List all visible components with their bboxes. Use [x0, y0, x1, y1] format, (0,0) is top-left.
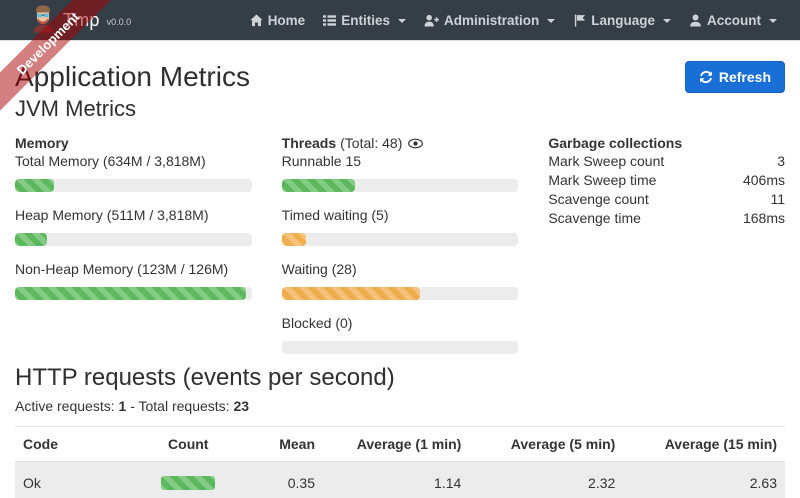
flag-icon	[573, 13, 586, 27]
total-memory-label: Total Memory (634M / 3,818M)	[15, 153, 206, 169]
jvm-metrics-grid: Memory Total Memory (634M / 3,818M) Heap…	[15, 134, 785, 354]
gc-row: Scavenge time 168ms	[548, 209, 785, 228]
count-bar	[161, 475, 216, 490]
eye-icon[interactable]	[408, 138, 424, 149]
nav-item-home[interactable]: Home	[241, 13, 315, 28]
nav-item-label: Language	[591, 12, 655, 28]
memory-section: Memory Total Memory (634M / 3,818M) Heap…	[15, 134, 252, 354]
threads-title: Threads	[281, 135, 337, 151]
gc-label: Scavenge count	[548, 191, 649, 207]
user-plus-icon	[424, 14, 439, 27]
progress-fill	[15, 287, 246, 300]
navbar: Tmp v0.0.0 Home Entities	[0, 0, 800, 41]
page-title: Application Metrics	[15, 61, 250, 92]
gc-label: Scavenge time	[548, 210, 641, 226]
progress-fill	[281, 233, 307, 246]
http-requests-title: HTTP requests (events per second)	[15, 364, 395, 391]
summary-separator: -	[130, 397, 135, 414]
nav-item-entities[interactable]: Entities	[314, 13, 415, 28]
list-icon	[323, 14, 337, 27]
nav-menu: Home Entities Administration	[241, 13, 786, 28]
refresh-label: Refresh	[718, 69, 771, 85]
cell-code: Ok	[23, 474, 41, 491]
total-memory-progressbar	[15, 179, 252, 192]
http-requests-table: Code Count Mean Average (1 min) Average …	[15, 425, 785, 498]
user-icon	[689, 14, 702, 27]
total-requests-label: Total requests:	[138, 397, 230, 414]
main-content: Application Metrics Refresh JVM Metrics …	[0, 61, 800, 498]
gc-label: Mark Sweep time	[548, 172, 657, 188]
timed-waiting-label: Timed waiting (5)	[281, 207, 389, 223]
chevron-down-icon	[397, 19, 406, 23]
blocked-progressbar	[281, 341, 519, 354]
gc-row: Mark Sweep time 406ms	[548, 171, 785, 190]
runnable-label: Runnable 15	[281, 153, 362, 169]
table-row: Ok 0.35 1.14 2.32 2.63	[15, 461, 785, 498]
chevron-down-icon	[547, 19, 556, 23]
threads-section: Threads (Total: 48) Runnable 15 Timed wa…	[281, 134, 519, 354]
col-header-mean: Mean	[246, 426, 323, 462]
col-header-avg5: Average (5 min)	[469, 426, 624, 462]
table-header-row: Code Count Mean Average (1 min) Average …	[15, 426, 785, 462]
cell-count	[131, 461, 247, 498]
gc-label: Mark Sweep count	[548, 153, 665, 169]
blocked-label: Blocked (0)	[281, 315, 353, 331]
nonheap-memory-progressbar	[15, 287, 252, 300]
gc-title: Garbage collections	[548, 135, 683, 151]
progress-fill	[15, 179, 55, 192]
cell-avg15: 2.63	[749, 474, 777, 491]
col-header-count: Count	[130, 426, 246, 462]
brand-title: Tmp	[63, 9, 100, 30]
nav-item-language[interactable]: Language	[564, 13, 680, 28]
progress-fill	[281, 179, 356, 192]
gc-section: Garbage collections Mark Sweep count 3 M…	[548, 134, 785, 354]
nav-item-administration[interactable]: Administration	[415, 13, 564, 28]
nav-item-account[interactable]: Account	[680, 13, 786, 28]
waiting-label: Waiting (28)	[281, 261, 357, 277]
waiting-progressbar	[281, 287, 519, 300]
brand-version: v0.0.0	[106, 17, 132, 27]
threads-total: (Total: 48)	[340, 135, 403, 151]
chevron-down-icon	[663, 19, 671, 23]
brand-link[interactable]: Tmp v0.0.0	[30, 3, 131, 38]
active-requests-value: 1	[118, 397, 127, 414]
nonheap-memory-label: Non-Heap Memory (123M / 126M)	[15, 261, 229, 277]
gc-row: Scavenge count 11	[548, 190, 785, 209]
nav-item-label: Home	[267, 12, 306, 28]
heap-memory-label: Heap Memory (511M / 3,818M)	[15, 207, 209, 223]
progress-fill	[281, 287, 420, 300]
gc-value: 11	[770, 191, 785, 207]
memory-title: Memory	[15, 135, 69, 151]
col-header-avg1: Average (1 min)	[323, 426, 470, 462]
active-requests-label: Active requests:	[15, 397, 115, 414]
gc-row: Mark Sweep count 3	[548, 152, 785, 171]
refresh-icon	[699, 70, 713, 84]
cell-avg1: 1.14	[434, 474, 462, 491]
nav-item-label: Administration	[443, 12, 540, 28]
nav-item-label: Entities	[341, 12, 390, 28]
runnable-progressbar	[281, 179, 519, 192]
cell-avg5: 2.32	[588, 474, 616, 491]
app-logo-icon	[30, 3, 56, 38]
nav-item-label: Account	[707, 12, 761, 28]
gc-value: 406ms	[742, 172, 785, 188]
http-requests-summary: Active requests: 1 - Total requests: 23	[15, 398, 785, 414]
gc-value: 168ms	[742, 210, 785, 226]
cell-mean: 0.35	[287, 474, 315, 491]
progress-fill	[15, 233, 47, 246]
col-header-avg15: Average (15 min)	[623, 426, 785, 462]
refresh-button[interactable]: Refresh	[684, 61, 785, 93]
home-icon	[250, 13, 263, 27]
jvm-metrics-title: JVM Metrics	[15, 96, 136, 121]
total-requests-value: 23	[233, 397, 250, 414]
chevron-down-icon	[769, 19, 777, 23]
heap-memory-progressbar	[15, 233, 252, 246]
col-header-code: Code	[15, 426, 131, 462]
timed-waiting-progressbar	[281, 233, 519, 246]
gc-value: 3	[777, 153, 785, 169]
